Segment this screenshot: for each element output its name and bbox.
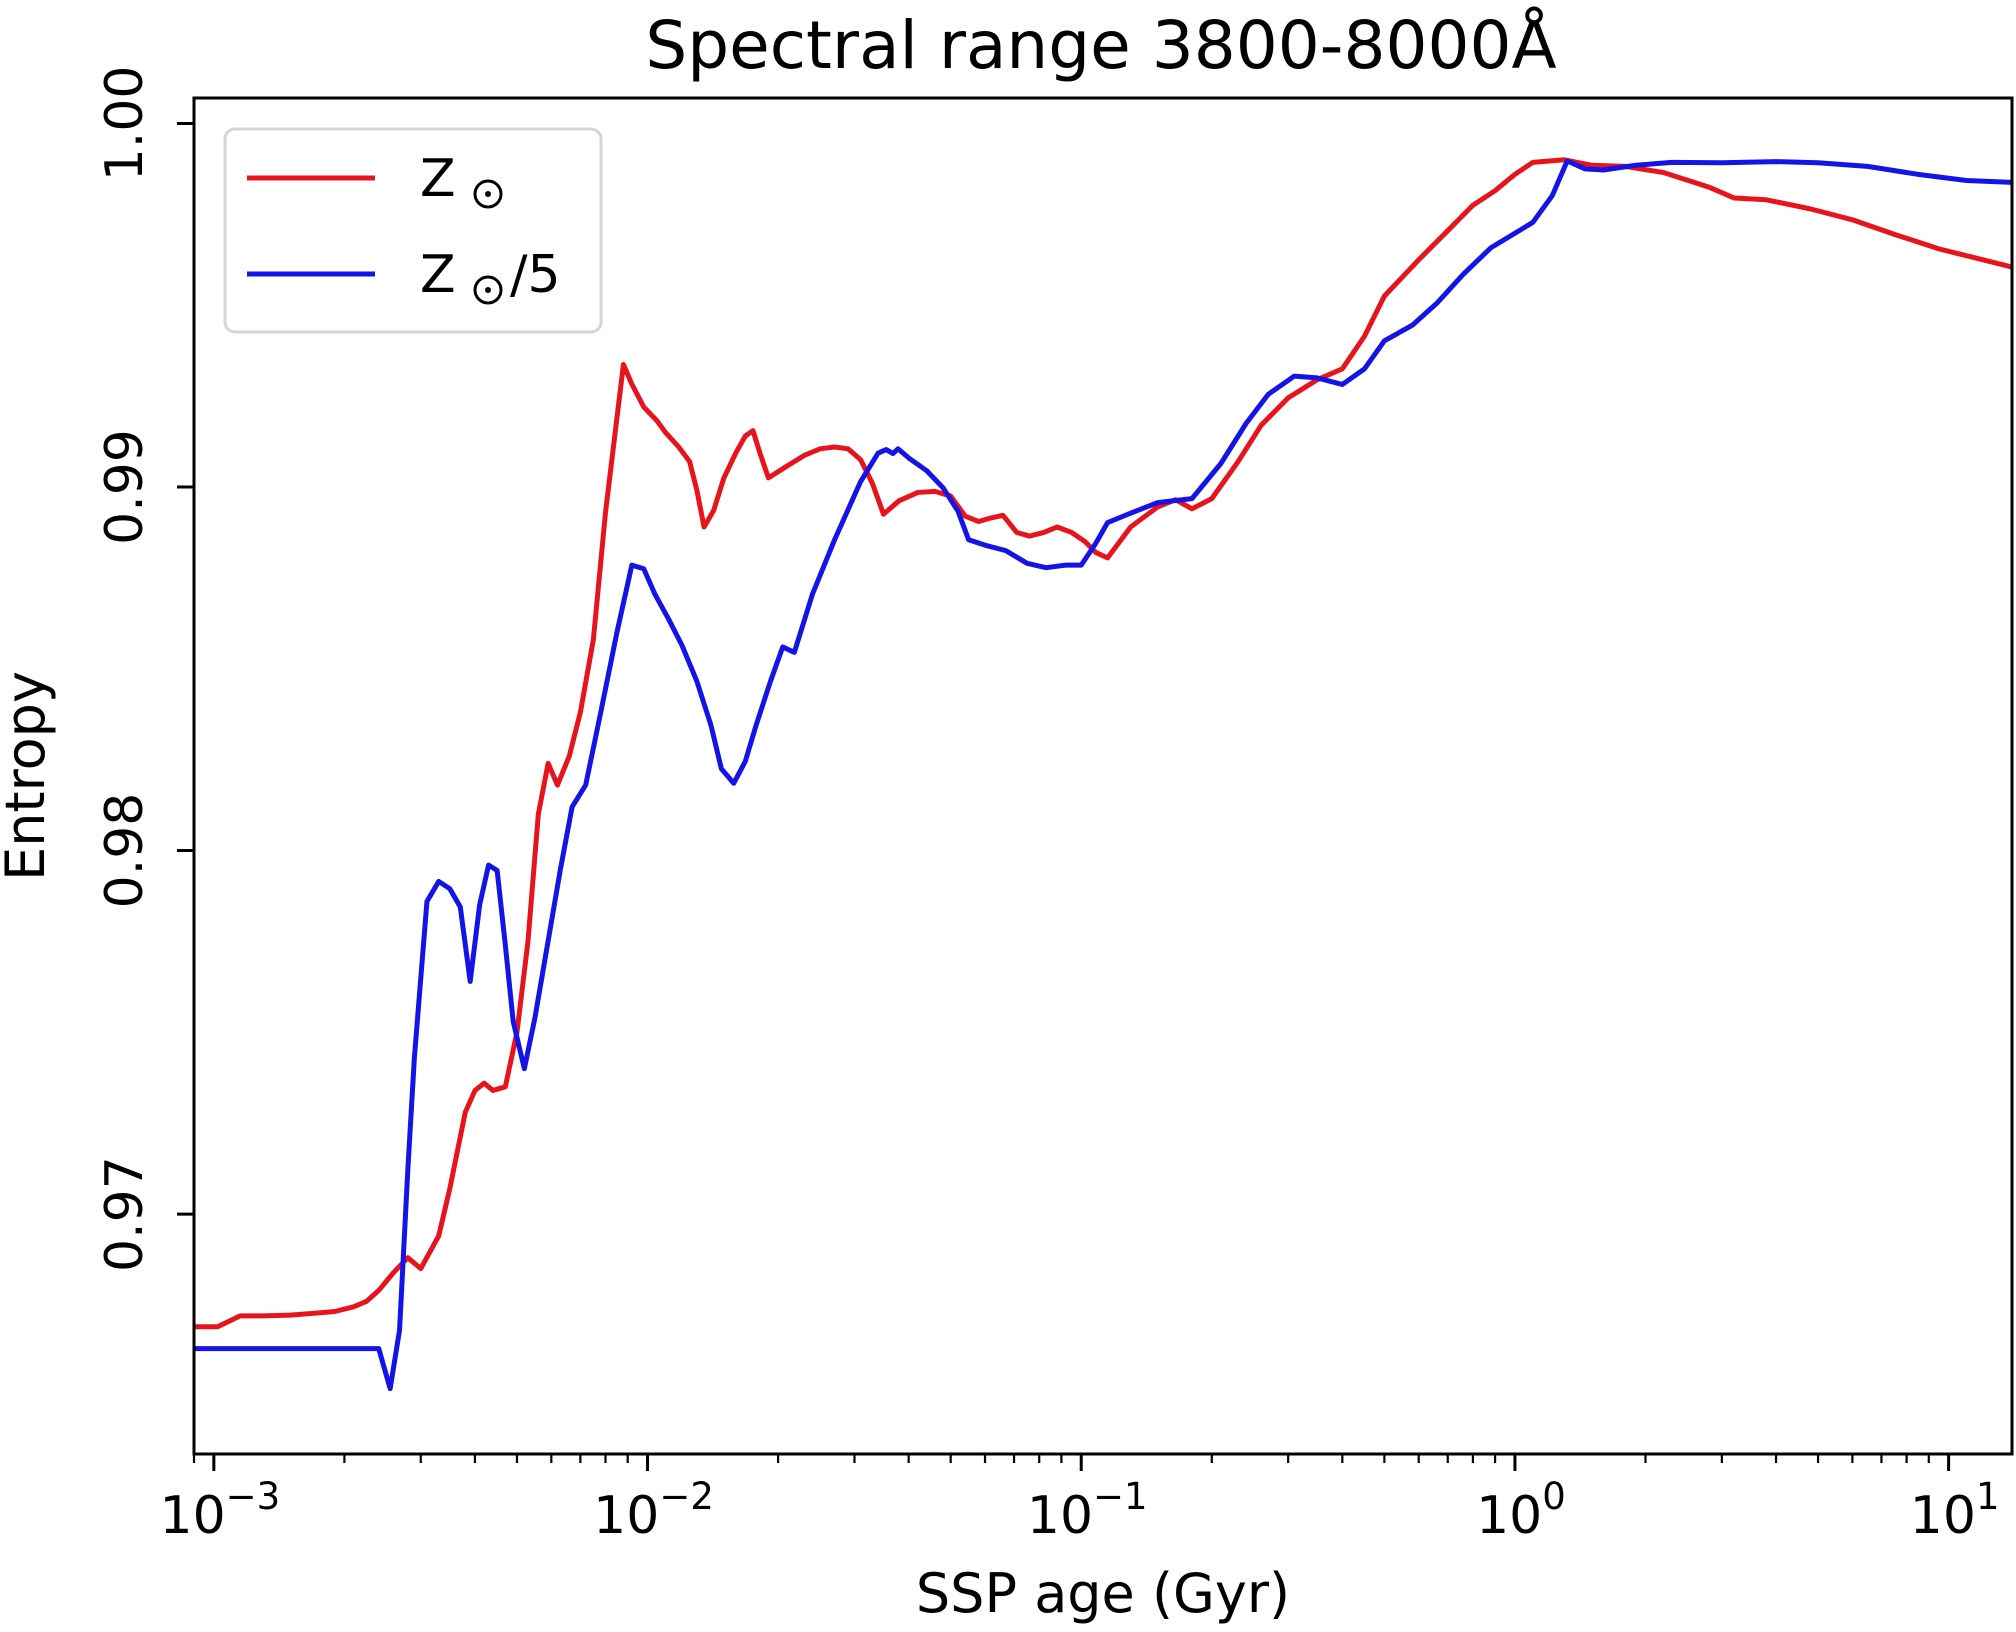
y-tick-label: 0.97 <box>95 1156 155 1272</box>
x-tick-label: 100 <box>1476 1475 1566 1546</box>
sun-symbol-dot <box>485 191 491 197</box>
legend-label-1: Z <box>420 245 456 305</box>
x-axis-label: SSP age (Gyr) <box>916 1562 1290 1625</box>
y-axis-ticks: 0.97 0.98 0.99 1.00 <box>95 66 194 1272</box>
x-tick-label: 10−2 <box>593 1475 714 1546</box>
y-tick-label: 1.00 <box>95 66 155 182</box>
legend-label-suffix-1: /5 <box>510 245 561 305</box>
series-line-1 <box>194 158 2012 1392</box>
y-axis-label: Entropy <box>0 671 57 881</box>
x-tick-label: 10−1 <box>1027 1475 1148 1546</box>
x-tick-label: 10−3 <box>159 1475 280 1546</box>
legend-label-0: Z <box>420 149 456 209</box>
plot-frame <box>192 96 2014 1456</box>
x-tick-label: 101 <box>1910 1475 2000 1546</box>
legend-entries: ZZ/5 <box>247 149 561 305</box>
series-line-0 <box>194 157 2012 1330</box>
sun-symbol-icon <box>473 179 503 209</box>
series-layer <box>194 157 2012 1392</box>
legend: ZZ/5 <box>223 127 603 334</box>
sun-symbol-dot <box>485 287 491 293</box>
y-tick-label: 0.98 <box>95 793 155 909</box>
x-axis-ticks: 10−3 10−2 10−1 100 101 <box>159 1454 1999 1546</box>
chart-title: Spectral range 3800-8000Å <box>645 7 1556 84</box>
y-tick-label: 0.99 <box>95 429 155 545</box>
sun-symbol-icon <box>473 275 503 305</box>
